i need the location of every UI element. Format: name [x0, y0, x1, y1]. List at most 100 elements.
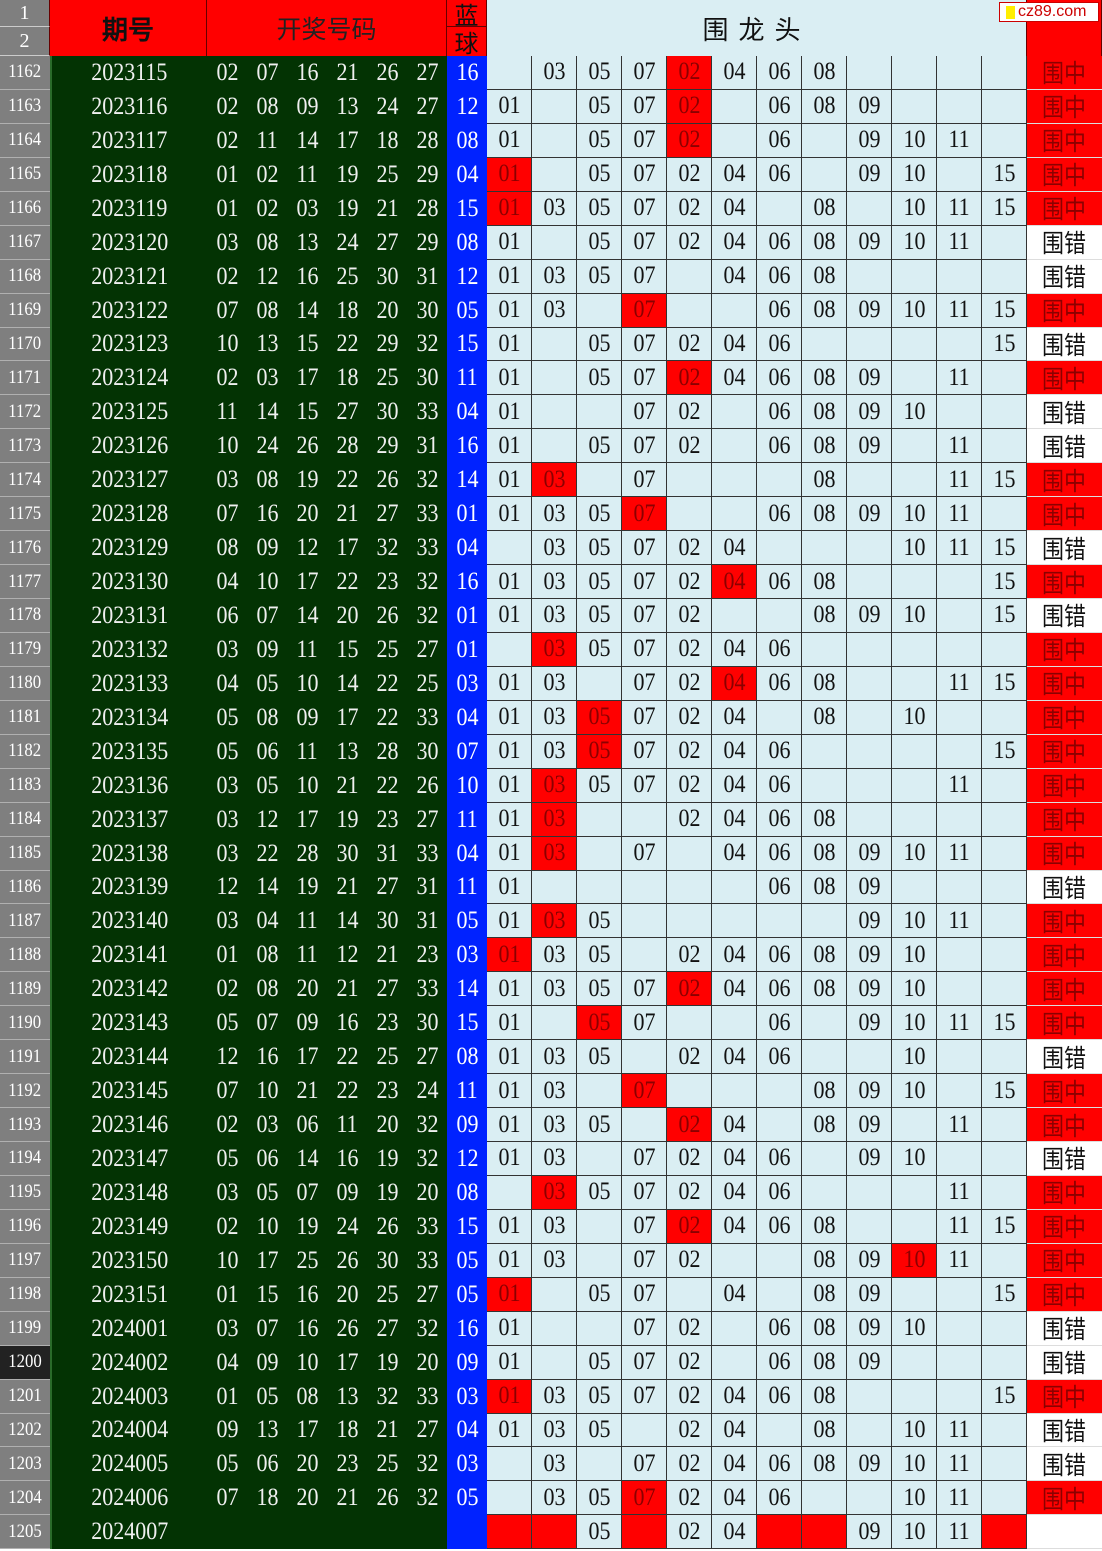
group-cell[interactable]: 15: [982, 463, 1027, 498]
draw-number-cell[interactable]: 18: [247, 1481, 287, 1516]
group-cell[interactable]: [532, 1345, 577, 1380]
draw-number-cell[interactable]: 27: [407, 1040, 447, 1075]
draw-number-cell[interactable]: 14: [287, 1142, 327, 1176]
row-number[interactable]: 1193: [0, 1108, 50, 1142]
group-cell[interactable]: [937, 395, 982, 430]
group-cell[interactable]: 03: [532, 1379, 577, 1414]
draw-number-cell[interactable]: 02: [207, 259, 247, 294]
group-cell[interactable]: 08: [802, 666, 847, 701]
group-cell[interactable]: 01: [487, 361, 532, 396]
draw-number-cell[interactable]: 04: [207, 666, 247, 701]
group-cell[interactable]: 06: [757, 56, 802, 90]
group-cell[interactable]: [667, 293, 712, 328]
group-cell[interactable]: 01: [487, 802, 532, 837]
group-cell[interactable]: 06: [757, 293, 802, 328]
group-cell[interactable]: 15: [982, 1074, 1027, 1109]
blue-ball-cell[interactable]: 04: [447, 1413, 487, 1448]
group-cell[interactable]: 03: [532, 802, 577, 837]
row-number[interactable]: 1197: [0, 1243, 50, 1278]
draw-number-cell[interactable]: [407, 1515, 447, 1550]
group-cell[interactable]: 11: [937, 836, 982, 871]
period-cell[interactable]: 2023115: [50, 56, 207, 90]
group-cell[interactable]: 08: [802, 259, 847, 294]
group-cell[interactable]: 06: [757, 1175, 802, 1210]
draw-number-cell[interactable]: 02: [207, 1108, 247, 1142]
group-cell[interactable]: 07: [622, 734, 667, 769]
group-cell[interactable]: [577, 1209, 622, 1244]
blue-ball-cell[interactable]: 11: [447, 1074, 487, 1109]
group-cell[interactable]: 05: [577, 89, 622, 124]
group-cell[interactable]: [892, 1175, 937, 1210]
draw-number-cell[interactable]: 01: [207, 157, 247, 192]
draw-number-cell[interactable]: 06: [247, 734, 287, 769]
result-cell[interactable]: 围中: [1027, 463, 1102, 498]
group-cell[interactable]: [712, 395, 757, 430]
row-number[interactable]: 1202: [0, 1413, 50, 1448]
draw-number-cell[interactable]: 06: [287, 1108, 327, 1142]
group-cell[interactable]: 07: [622, 1481, 667, 1516]
group-cell[interactable]: [622, 802, 667, 837]
group-cell[interactable]: 08: [802, 1413, 847, 1448]
draw-number-cell[interactable]: 13: [327, 1379, 367, 1414]
draw-number-cell[interactable]: 31: [407, 259, 447, 294]
group-cell[interactable]: 03: [532, 1175, 577, 1210]
group-cell[interactable]: 11: [937, 123, 982, 158]
group-cell[interactable]: 04: [712, 259, 757, 294]
group-cell[interactable]: 01: [487, 327, 532, 362]
group-cell[interactable]: 10: [892, 123, 937, 158]
group-cell[interactable]: 03: [532, 497, 577, 532]
group-cell[interactable]: [757, 191, 802, 226]
group-cell[interactable]: 10: [892, 1006, 937, 1041]
draw-number-cell[interactable]: 13: [327, 89, 367, 124]
group-cell[interactable]: 01: [487, 497, 532, 532]
group-cell[interactable]: 04: [712, 802, 757, 837]
draw-number-cell[interactable]: 10: [247, 1209, 287, 1244]
blue-ball-cell[interactable]: 05: [447, 904, 487, 939]
group-cell[interactable]: [712, 1311, 757, 1346]
group-cell[interactable]: 02: [667, 1243, 712, 1278]
draw-number-cell[interactable]: 05: [247, 666, 287, 701]
group-cell[interactable]: [577, 1142, 622, 1176]
group-cell[interactable]: 15: [982, 293, 1027, 328]
group-cell[interactable]: 01: [487, 870, 532, 905]
draw-number-cell[interactable]: 29: [407, 225, 447, 260]
group-cell[interactable]: 05: [577, 157, 622, 192]
draw-number-cell[interactable]: 31: [407, 904, 447, 939]
draw-number-cell[interactable]: 25: [287, 1243, 327, 1278]
group-cell[interactable]: [622, 1515, 667, 1550]
group-cell[interactable]: 11: [937, 666, 982, 701]
draw-number-cell[interactable]: 32: [367, 1379, 407, 1414]
group-cell[interactable]: 04: [712, 1277, 757, 1312]
group-cell[interactable]: [802, 531, 847, 566]
group-cell[interactable]: [847, 531, 892, 566]
group-cell[interactable]: 03: [532, 531, 577, 566]
group-cell[interactable]: 01: [487, 700, 532, 735]
group-cell[interactable]: [892, 1108, 937, 1142]
group-cell[interactable]: [802, 1006, 847, 1041]
period-cell[interactable]: 2023143: [50, 1006, 207, 1041]
draw-number-cell[interactable]: 21: [327, 1481, 367, 1516]
draw-number-cell[interactable]: 03: [207, 225, 247, 260]
draw-number-cell[interactable]: 27: [407, 632, 447, 667]
draw-number-cell[interactable]: 19: [287, 1209, 327, 1244]
draw-number-cell[interactable]: 02: [207, 972, 247, 1007]
group-cell[interactable]: [847, 191, 892, 226]
group-cell[interactable]: 09: [847, 89, 892, 124]
draw-number-cell[interactable]: 20: [327, 1277, 367, 1312]
draw-number-cell[interactable]: 31: [407, 429, 447, 464]
blue-ball-cell[interactable]: 04: [447, 836, 487, 871]
draw-number-cell[interactable]: 30: [367, 1243, 407, 1278]
group-cell[interactable]: 01: [487, 1108, 532, 1142]
group-cell[interactable]: 07: [622, 123, 667, 158]
group-cell[interactable]: 06: [757, 1006, 802, 1041]
group-cell[interactable]: [937, 972, 982, 1007]
group-cell[interactable]: 02: [667, 1481, 712, 1516]
draw-number-cell[interactable]: 11: [287, 904, 327, 939]
draw-number-cell[interactable]: 26: [367, 599, 407, 633]
group-cell[interactable]: 09: [847, 599, 892, 633]
period-cell[interactable]: 2024004: [50, 1413, 207, 1448]
result-cell[interactable]: 围中: [1027, 1379, 1102, 1414]
group-cell[interactable]: [622, 904, 667, 939]
blue-ball-cell[interactable]: 08: [447, 1175, 487, 1210]
group-cell[interactable]: 02: [667, 429, 712, 464]
